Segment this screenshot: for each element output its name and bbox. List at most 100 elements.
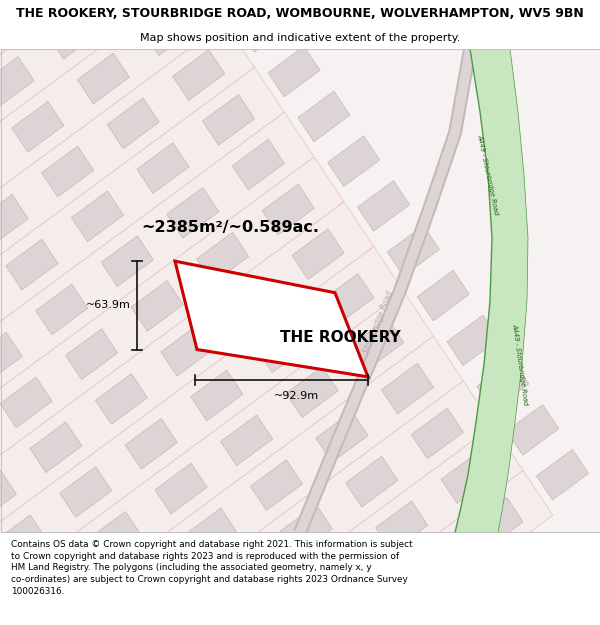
- Polygon shape: [30, 422, 82, 472]
- Polygon shape: [0, 0, 106, 386]
- Polygon shape: [406, 546, 457, 597]
- Polygon shape: [125, 419, 177, 469]
- Polygon shape: [71, 191, 124, 242]
- Polygon shape: [506, 404, 559, 455]
- Polygon shape: [226, 277, 278, 328]
- Polygon shape: [77, 53, 130, 104]
- Polygon shape: [0, 112, 314, 625]
- Polygon shape: [0, 426, 523, 625]
- Polygon shape: [175, 261, 368, 377]
- Polygon shape: [155, 463, 207, 514]
- Text: A449 - Stourbridge Road: A449 - Stourbridge Road: [476, 134, 500, 216]
- Polygon shape: [536, 449, 589, 500]
- Text: ~2385m²/~0.589ac.: ~2385m²/~0.589ac.: [141, 220, 319, 235]
- Polygon shape: [0, 57, 34, 108]
- Polygon shape: [0, 0, 76, 341]
- Polygon shape: [262, 184, 314, 235]
- Polygon shape: [244, 598, 296, 625]
- Polygon shape: [0, 0, 16, 252]
- Polygon shape: [0, 332, 22, 383]
- Polygon shape: [0, 515, 46, 566]
- Polygon shape: [101, 236, 154, 286]
- Polygon shape: [0, 12, 4, 62]
- Polygon shape: [185, 508, 237, 559]
- Polygon shape: [47, 8, 100, 59]
- Text: ~92.9m: ~92.9m: [274, 391, 319, 401]
- Polygon shape: [215, 553, 267, 604]
- Text: Stourbridge Road: Stourbridge Road: [361, 289, 395, 355]
- Polygon shape: [24, 560, 76, 611]
- Polygon shape: [447, 315, 499, 366]
- Polygon shape: [0, 0, 165, 476]
- Polygon shape: [0, 0, 195, 521]
- Polygon shape: [6, 239, 58, 290]
- Polygon shape: [376, 501, 428, 552]
- Polygon shape: [197, 232, 249, 283]
- Polygon shape: [95, 374, 148, 424]
- Polygon shape: [0, 194, 28, 245]
- Polygon shape: [0, 0, 225, 566]
- Polygon shape: [131, 281, 183, 331]
- Polygon shape: [89, 511, 142, 562]
- Polygon shape: [0, 157, 344, 625]
- Polygon shape: [59, 467, 112, 518]
- Polygon shape: [41, 146, 94, 197]
- Polygon shape: [411, 408, 463, 459]
- Polygon shape: [340, 594, 392, 625]
- Polygon shape: [310, 549, 362, 600]
- Polygon shape: [0, 381, 493, 625]
- Polygon shape: [173, 50, 225, 101]
- Polygon shape: [346, 456, 398, 507]
- Polygon shape: [0, 470, 16, 521]
- Polygon shape: [232, 139, 284, 190]
- Polygon shape: [17, 0, 70, 14]
- Polygon shape: [113, 0, 165, 11]
- Polygon shape: [328, 136, 380, 186]
- Polygon shape: [256, 322, 308, 372]
- Polygon shape: [382, 363, 434, 414]
- Polygon shape: [65, 329, 118, 379]
- Text: Map shows position and indicative extent of the property.: Map shows position and indicative extent…: [140, 33, 460, 43]
- Polygon shape: [0, 471, 553, 625]
- Polygon shape: [0, 246, 404, 625]
- Text: ~63.9m: ~63.9m: [86, 301, 131, 311]
- Polygon shape: [292, 229, 344, 279]
- Polygon shape: [268, 46, 320, 97]
- Polygon shape: [358, 181, 410, 231]
- Polygon shape: [36, 284, 88, 335]
- Polygon shape: [167, 188, 219, 238]
- Polygon shape: [455, 49, 528, 532]
- Text: A449 - Stourbridge Road: A449 - Stourbridge Road: [511, 323, 529, 406]
- Polygon shape: [417, 270, 469, 321]
- Polygon shape: [388, 226, 439, 276]
- Polygon shape: [238, 1, 290, 52]
- Polygon shape: [322, 274, 374, 324]
- Polygon shape: [0, 0, 135, 431]
- Polygon shape: [250, 460, 302, 511]
- Polygon shape: [471, 498, 523, 548]
- Polygon shape: [0, 608, 11, 625]
- Text: THE ROOKERY, STOURBRIDGE ROAD, WOMBOURNE, WOLVERHAMPTON, WV5 9BN: THE ROOKERY, STOURBRIDGE ROAD, WOMBOURNE…: [16, 7, 584, 20]
- Polygon shape: [149, 601, 201, 625]
- Polygon shape: [0, 291, 434, 625]
- Polygon shape: [0, 0, 46, 297]
- Polygon shape: [191, 370, 243, 421]
- Polygon shape: [54, 604, 106, 625]
- Polygon shape: [0, 68, 284, 625]
- Polygon shape: [477, 360, 529, 411]
- Polygon shape: [280, 504, 332, 555]
- Polygon shape: [137, 142, 189, 193]
- Polygon shape: [316, 411, 368, 462]
- Text: Contains OS data © Crown copyright and database right 2021. This information is : Contains OS data © Crown copyright and d…: [11, 540, 412, 596]
- Polygon shape: [208, 0, 260, 8]
- Polygon shape: [202, 94, 254, 145]
- Polygon shape: [0, 377, 52, 428]
- Polygon shape: [0, 336, 463, 625]
- Polygon shape: [0, 202, 374, 625]
- Polygon shape: [221, 415, 272, 466]
- Text: THE ROOKERY: THE ROOKERY: [280, 331, 400, 346]
- Polygon shape: [286, 367, 338, 418]
- Polygon shape: [143, 5, 195, 56]
- Polygon shape: [441, 453, 493, 504]
- Polygon shape: [298, 91, 350, 142]
